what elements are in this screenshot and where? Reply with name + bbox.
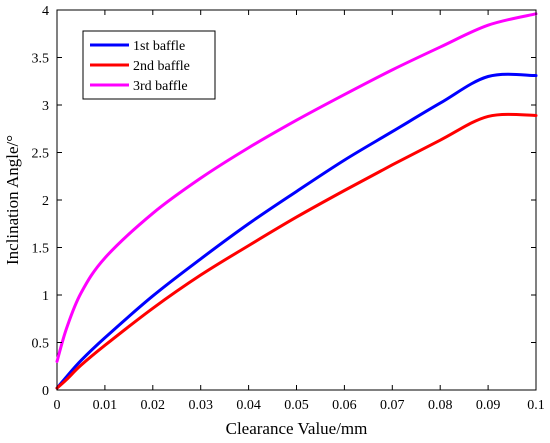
x-tick-label: 0.03 [188,398,213,413]
y-tick-label: 0 [42,384,49,399]
y-tick-label: 1 [42,289,49,304]
y-axis-title: Inclination Angle/° [3,135,22,265]
series-line-2 [55,112,538,390]
series-line-1 [55,72,538,390]
x-axis-title: Clearance Value/mm [226,419,368,438]
legend: 1st baffle 2nd baffle 3rd baffle [82,30,216,100]
x-tick-label: 0 [54,398,61,413]
legend-label: 1st baffle [133,39,185,54]
legend-label: 3rd baffle [133,79,188,94]
x-tick-label: 0.07 [380,398,405,413]
y-tick-label: 0.5 [32,337,50,352]
x-tick-label: 0.1 [527,398,545,413]
series-line-3 [55,12,538,363]
y-tick-label: 3 [42,99,49,114]
y-tick-label: 1.5 [32,242,50,257]
x-tick-label: 0.01 [93,398,118,413]
y-tick-label: 2 [42,194,49,209]
y-tick-label: 2.5 [32,147,50,162]
y-tick-label: 3.5 [32,52,50,67]
x-tick-label: 0.09 [476,398,501,413]
y-tick-label: 4 [42,4,49,19]
x-tick-label: 0.08 [428,398,453,413]
x-tick-label: 0.04 [236,398,261,413]
x-tick-label: 0.02 [141,398,166,413]
legend-label: 2nd baffle [133,59,190,74]
x-tick-label: 0.06 [332,398,357,413]
x-tick-label: 0.05 [284,398,309,413]
